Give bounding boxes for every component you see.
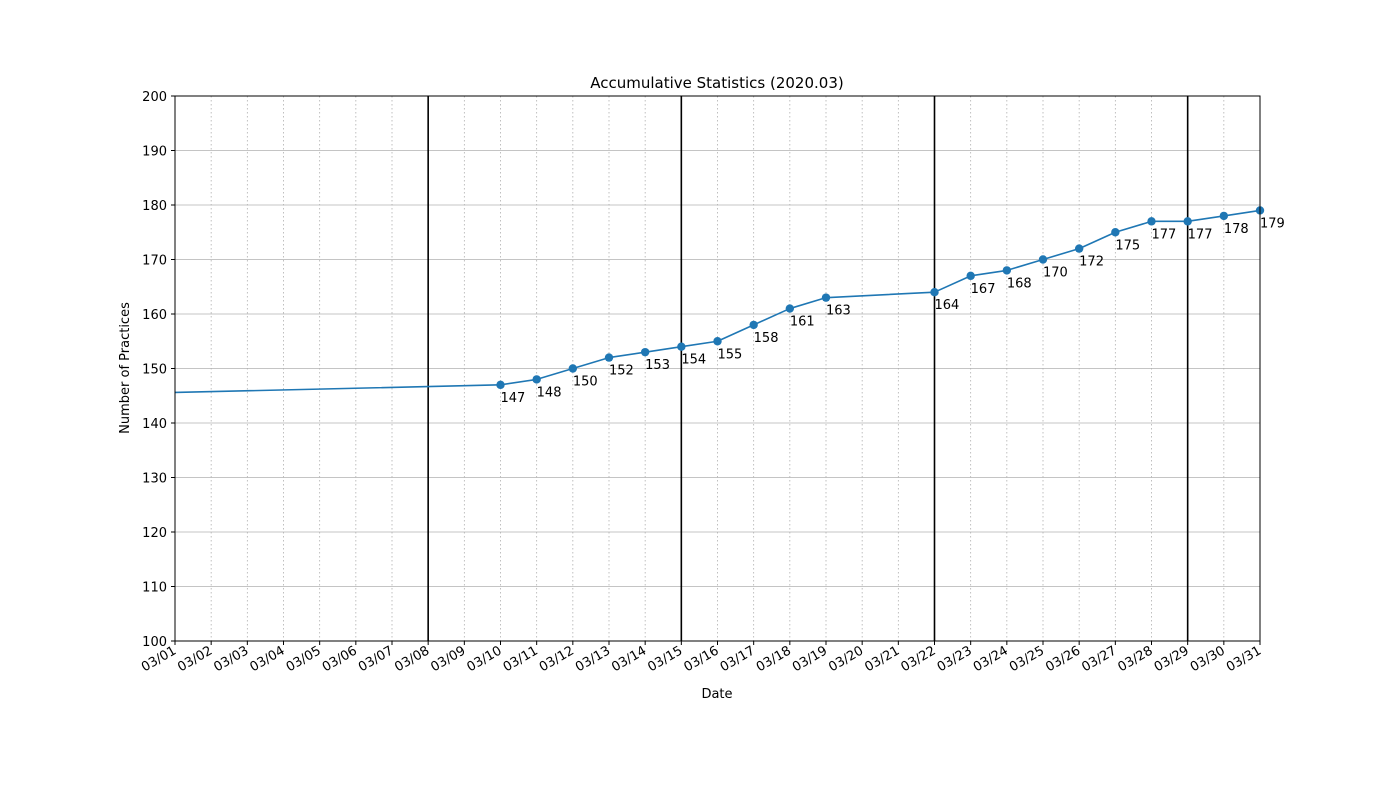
data-point <box>749 320 758 330</box>
data-labels: 147 148 150 152 153 154 155 158 161 163 164 167 168 1… <box>501 216 1285 405</box>
data-label: 177 <box>1152 227 1177 242</box>
data-label: 150 <box>573 375 598 390</box>
y-tick-label: 130 <box>142 472 167 487</box>
data-point <box>532 375 541 384</box>
y-tick-label: 180 <box>142 199 167 214</box>
data-point <box>1074 244 1084 253</box>
data-point <box>677 342 686 351</box>
series-practices <box>174 206 1265 394</box>
data-label: 148 <box>537 385 562 400</box>
y-tick-label: 140 <box>142 417 167 432</box>
data-label: 175 <box>1115 238 1140 253</box>
data-point <box>1038 255 1048 264</box>
data-label: 168 <box>1007 276 1032 291</box>
chart-title: Accumulative Statistics (2020.03) <box>590 74 843 92</box>
y-tick-label: 110 <box>142 581 167 596</box>
y-tick-label: 150 <box>142 363 167 378</box>
data-point <box>1002 266 1012 275</box>
data-label: 172 <box>1079 255 1104 270</box>
week-marker-lines <box>427 96 1189 641</box>
data-label: 164 <box>935 298 960 313</box>
data-label: 170 <box>1043 266 1068 281</box>
y-tick-label: 190 <box>142 145 167 160</box>
data-point <box>1111 228 1120 237</box>
data-point <box>496 380 505 390</box>
data-point <box>568 364 578 373</box>
y-axis-ticks: 100 110 120 130 140 150 160 170 180 190 200 <box>142 90 175 650</box>
data-point <box>785 304 795 313</box>
data-label: 155 <box>718 347 743 362</box>
data-point <box>1219 211 1229 221</box>
data-label: 158 <box>754 331 779 346</box>
y-tick-label: 160 <box>142 308 167 323</box>
y-tick-label: 120 <box>142 526 167 541</box>
data-label: 177 <box>1188 227 1213 242</box>
y-tick-label: 100 <box>142 635 167 650</box>
data-label: 152 <box>609 364 634 379</box>
data-label: 147 <box>501 391 526 406</box>
data-point <box>930 288 939 297</box>
data-label: 178 <box>1224 222 1249 237</box>
data-label: 154 <box>681 353 706 368</box>
data-label: 153 <box>645 358 670 373</box>
data-label: 167 <box>971 282 996 297</box>
data-point <box>1183 217 1192 226</box>
data-label: 161 <box>790 315 815 330</box>
data-point <box>604 353 614 362</box>
data-point <box>966 271 975 281</box>
data-point <box>1147 217 1156 226</box>
data-label: 179 <box>1260 216 1285 231</box>
data-point <box>713 337 722 346</box>
y-tick-label: 200 <box>142 90 167 105</box>
data-label: 163 <box>826 304 851 319</box>
data-point <box>821 293 831 302</box>
y-axis-label: Number of Practices <box>118 302 133 434</box>
y-tick-label: 170 <box>142 254 167 269</box>
data-point <box>640 347 650 357</box>
x-axis-label: Date <box>701 687 732 702</box>
